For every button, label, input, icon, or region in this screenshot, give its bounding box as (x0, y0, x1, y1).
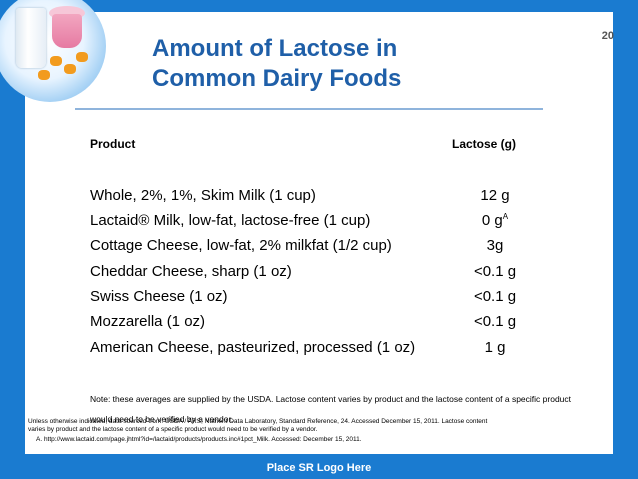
table-row: American Cheese, pasteurized, processed … (0, 339, 638, 363)
lactose-cell: 12 g (452, 187, 538, 204)
table-row: Mozzarella (1 oz) <0.1 g (0, 313, 638, 337)
lactose-value: 1 g (484, 339, 506, 356)
fruit-piece (76, 52, 88, 62)
table-row: Lactaid® Milk, low-fat, lactose-free (1 … (0, 212, 638, 236)
fruit-piece (50, 56, 62, 66)
footnote-marker: A (502, 212, 509, 221)
table-row: Whole, 2%, 1%, Skim Milk (1 cup) 12 g (0, 187, 638, 211)
source-citation: Unless otherwise indicated, data sourced… (28, 418, 488, 433)
lactose-value: 12 g (480, 187, 510, 204)
lactose-cell: <0.1 g (452, 288, 538, 305)
lactose-cell: 0 gA (452, 212, 538, 229)
footnote-reference: A. http://www.lactaid.com/page.jhtml?id=… (36, 436, 362, 443)
header-product: Product (90, 137, 136, 151)
yogurt-cup (52, 14, 82, 48)
product-cell: Lactaid® Milk, low-fat, lactose-free (1 … (90, 212, 371, 229)
lactose-value: <0.1 g (473, 263, 517, 280)
title-line-1: Amount of Lactose in (152, 35, 398, 62)
slide-number: 20 (601, 30, 614, 42)
milk-glass (16, 8, 46, 68)
table-row: Swiss Cheese (1 oz) <0.1 g (0, 288, 638, 312)
usda-note: Note: these averages are supplied by the… (90, 394, 572, 424)
table-row: Cheddar Cheese, sharp (1 oz) <0.1 g (0, 263, 638, 287)
table-row: Cottage Cheese, low-fat, 2% milkfat (1/2… (0, 237, 638, 261)
lactose-cell: <0.1 g (452, 313, 538, 330)
title-divider (75, 108, 543, 110)
product-cell: Cottage Cheese, low-fat, 2% milkfat (1/2… (90, 237, 392, 254)
lactose-cell: <0.1 g (452, 263, 538, 280)
product-cell: American Cheese, pasteurized, processed … (90, 339, 416, 356)
fruit-piece (64, 64, 76, 74)
lactose-cell: 3g (452, 237, 538, 254)
fruit-piece (38, 70, 50, 80)
product-cell: Mozzarella (1 oz) (90, 313, 206, 330)
title-line-2: Common Dairy Foods (152, 65, 402, 92)
lactose-cell: 1 g (452, 339, 538, 356)
lactose-value: 0 g (481, 212, 503, 229)
lactose-value: <0.1 g (473, 288, 517, 305)
lactose-value: <0.1 g (473, 313, 517, 330)
lactose-value: 3g (486, 237, 504, 254)
dairy-photo (0, 0, 106, 102)
header-lactose: Lactose (g) (452, 137, 517, 151)
product-cell: Swiss Cheese (1 oz) (90, 288, 228, 305)
logo-placeholder: Place SR Logo Here (266, 462, 372, 474)
content-panel (25, 12, 613, 454)
product-cell: Whole, 2%, 1%, Skim Milk (1 cup) (90, 187, 316, 204)
slide-title: Amount of Lactose in Common Dairy Foods (152, 34, 401, 94)
product-cell: Cheddar Cheese, sharp (1 oz) (90, 263, 292, 280)
